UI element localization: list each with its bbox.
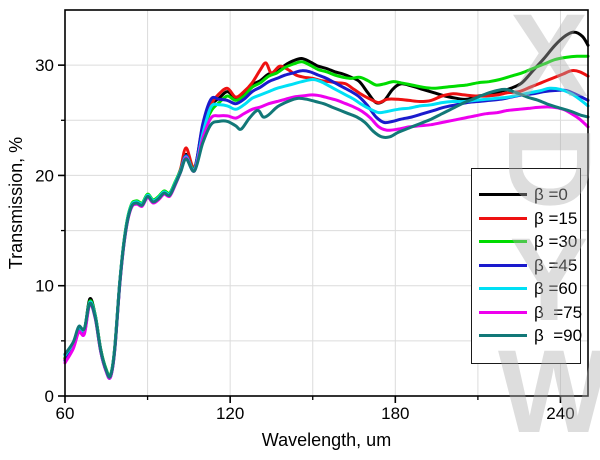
legend-item-0: β =0 [472,183,580,207]
legend-item-2: β =30 [472,230,580,254]
legend-item-6: β =90 [472,324,583,348]
legend-line-swatch [479,263,527,267]
legend-line-swatch [479,334,527,338]
legend-label: β =60 [534,279,578,299]
legend-line-swatch [479,240,527,244]
legend-label: β =15 [534,208,578,228]
y-axis-title: Transmission, % [6,137,26,269]
legend-label: β =45 [534,255,578,275]
legend-line-swatch [479,193,527,197]
legend-line-swatch [479,310,527,314]
legend-item-5: β =75 [472,301,583,325]
series-line-6 [63,87,590,379]
legend-line-swatch [479,216,527,220]
x-tick-label: 180 [381,404,409,423]
y-tick-label: 10 [35,277,54,296]
x-tick-label: 120 [216,404,244,423]
legend-item-3: β =45 [472,254,580,278]
legend-label: β =30 [534,232,578,252]
y-tick-label: 0 [45,387,54,406]
legend-label: β =75 [534,302,583,322]
y-tick-label: 30 [35,56,54,75]
legend-line-swatch [479,287,527,291]
plot-frame [64,9,589,397]
legend-item-1: β =15 [472,207,580,231]
legend-label: β =90 [534,326,583,346]
legend-item-4: β =60 [472,277,580,301]
legend-label: β =0 [534,185,568,205]
x-tick-label: 60 [56,404,75,423]
y-tick-label: 20 [35,166,54,185]
legend-box: β =0 β =15 β =30 β =45 β =60 β =75 β =90 [471,168,583,364]
x-axis-title: Wavelength, um [262,430,391,450]
x-tick-label: 240 [546,404,574,423]
